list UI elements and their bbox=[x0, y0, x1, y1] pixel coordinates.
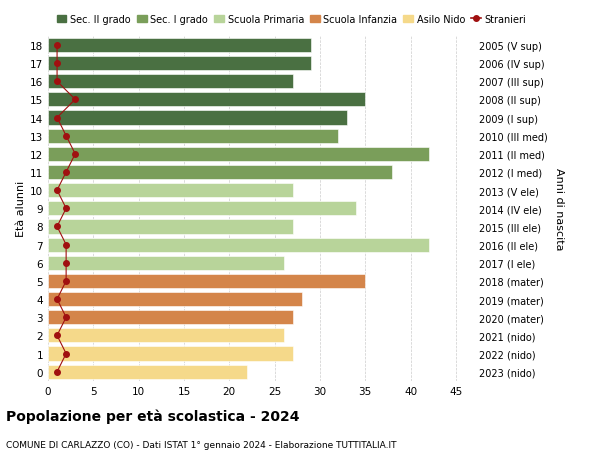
Point bbox=[61, 278, 71, 285]
Point bbox=[52, 187, 62, 195]
Point bbox=[52, 223, 62, 230]
Text: Popolazione per età scolastica - 2024: Popolazione per età scolastica - 2024 bbox=[6, 409, 299, 423]
Bar bbox=[48, 184, 293, 198]
Bar bbox=[48, 57, 311, 71]
Bar bbox=[48, 220, 293, 234]
Bar bbox=[48, 129, 338, 143]
Bar bbox=[48, 75, 293, 89]
Bar bbox=[48, 292, 302, 307]
Y-axis label: Età alunni: Età alunni bbox=[16, 181, 26, 237]
Point bbox=[61, 314, 71, 321]
Point bbox=[70, 96, 80, 104]
Legend: Sec. II grado, Sec. I grado, Scuola Primaria, Scuola Infanzia, Asilo Nido, Stran: Sec. II grado, Sec. I grado, Scuola Prim… bbox=[53, 11, 530, 28]
Bar bbox=[48, 93, 365, 107]
Text: COMUNE DI CARLAZZO (CO) - Dati ISTAT 1° gennaio 2024 - Elaborazione TUTTITALIA.I: COMUNE DI CARLAZZO (CO) - Dati ISTAT 1° … bbox=[6, 441, 397, 449]
Bar bbox=[48, 347, 293, 361]
Y-axis label: Anni di nascita: Anni di nascita bbox=[554, 168, 564, 250]
Bar bbox=[48, 274, 365, 288]
Point bbox=[52, 60, 62, 67]
Point bbox=[61, 350, 71, 358]
Point bbox=[70, 151, 80, 158]
Bar bbox=[48, 365, 247, 379]
Point bbox=[61, 133, 71, 140]
Point bbox=[61, 241, 71, 249]
Point bbox=[52, 368, 62, 375]
Bar bbox=[48, 202, 356, 216]
Bar bbox=[48, 310, 293, 325]
Point bbox=[52, 296, 62, 303]
Bar bbox=[48, 39, 311, 53]
Point bbox=[61, 169, 71, 176]
Bar bbox=[48, 166, 392, 179]
Bar bbox=[48, 256, 284, 270]
Bar bbox=[48, 147, 428, 162]
Point bbox=[52, 78, 62, 86]
Point bbox=[61, 259, 71, 267]
Bar bbox=[48, 111, 347, 125]
Bar bbox=[48, 238, 428, 252]
Point bbox=[52, 332, 62, 339]
Point bbox=[52, 42, 62, 50]
Point bbox=[61, 205, 71, 213]
Bar bbox=[48, 329, 284, 343]
Point bbox=[52, 115, 62, 122]
